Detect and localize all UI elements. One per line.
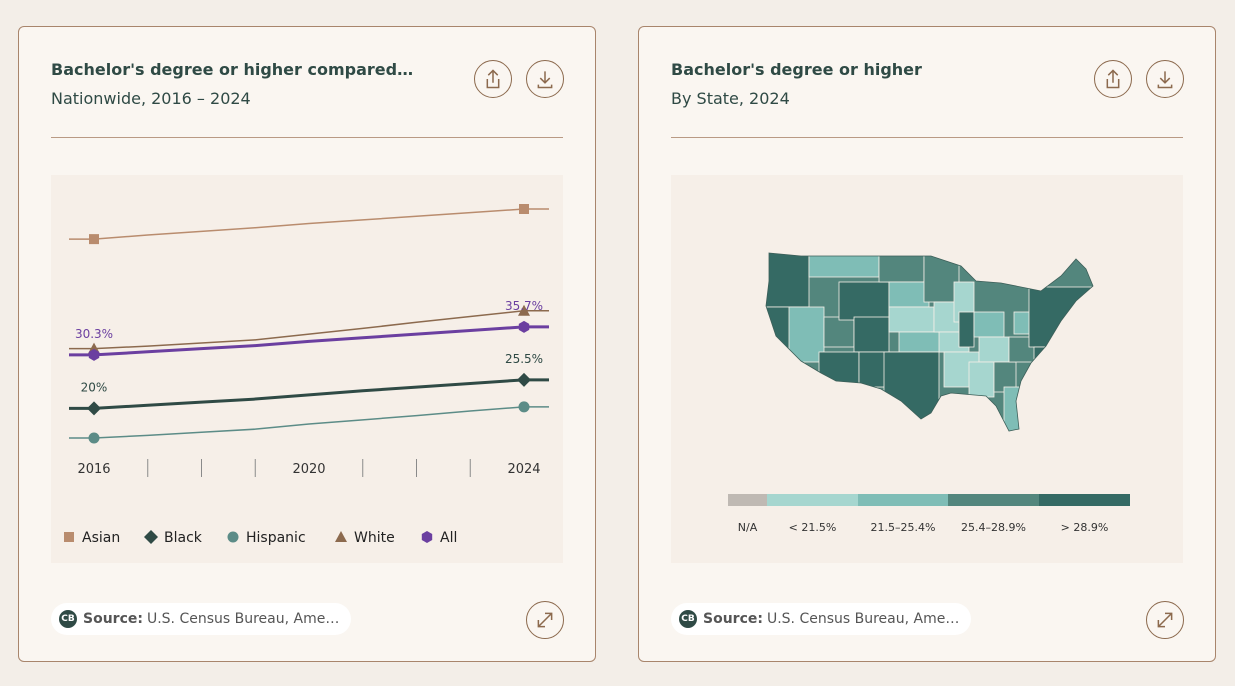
series-line	[93, 378, 525, 410]
card-subtitle: By State, 2024	[671, 89, 790, 108]
source-logo: CB	[59, 610, 77, 628]
legend-swatch	[767, 494, 858, 506]
data-label: 20%	[81, 380, 108, 394]
share-button[interactable]	[474, 60, 512, 98]
download-button[interactable]	[1146, 60, 1184, 98]
source-logo: CB	[679, 610, 697, 628]
legend-swatch	[728, 494, 767, 506]
point-marker	[88, 348, 100, 361]
legend-swatch	[948, 494, 1039, 506]
point-marker	[518, 304, 530, 316]
divider	[671, 137, 1183, 138]
share-button[interactable]	[1094, 60, 1132, 98]
line-chart: 2016 2020 2024 Asian 20% 25.5% Black Hispanic Wh…	[64, 204, 549, 546]
download-button[interactable]	[526, 60, 564, 98]
expand-button[interactable]	[1146, 601, 1184, 639]
card: Bachelor's degree or higher By State, 20…	[638, 26, 1216, 662]
point-marker	[89, 234, 99, 245]
legend-label: Black	[164, 530, 203, 546]
card: Bachelor's degree or higher compared… Na…	[18, 26, 596, 662]
legend-marker	[421, 531, 433, 543]
point-marker	[519, 204, 529, 214]
data-label: 35.7%	[505, 299, 543, 313]
legend-swatch	[858, 494, 948, 506]
source-text: U.S. Census Bureau, Ame…	[146, 611, 340, 627]
series-line	[93, 310, 525, 350]
legend-marker	[64, 532, 74, 542]
source-label: Source:	[83, 611, 143, 627]
x-tick-label: 2024	[507, 462, 540, 477]
x-tick-label: 2020	[292, 462, 325, 477]
point-marker	[518, 320, 530, 333]
expand-button[interactable]	[526, 601, 564, 639]
card-title: Bachelor's degree or higher	[671, 60, 922, 79]
source-pill[interactable]: CB Source: U.S. Census Bureau, Ame…	[671, 603, 971, 635]
legend-swatch	[1039, 494, 1130, 506]
legend-label: Hispanic	[246, 530, 306, 546]
divider	[51, 137, 563, 138]
series-line	[93, 208, 525, 240]
point-marker	[87, 401, 101, 416]
legend-marker	[227, 531, 239, 543]
data-label: 25.5%	[505, 352, 543, 366]
legend-label: 25.4–28.9%	[961, 521, 1026, 534]
legend-label: < 21.5%	[789, 521, 837, 534]
legend-label: 21.5–25.4%	[871, 521, 936, 534]
legend-label: Asian	[82, 530, 120, 546]
point-marker	[88, 432, 100, 444]
source-label: Source:	[703, 611, 763, 627]
map: N/A < 21.5% 21.5–25.4% 25.4–28.9% > 28.9%	[728, 252, 1130, 534]
card-subtitle: Nationwide, 2016 – 2024	[51, 89, 251, 108]
legend-label: All	[440, 530, 457, 546]
point-marker	[517, 372, 531, 387]
legend-label: > 28.9%	[1061, 521, 1109, 534]
legend-label: N/A	[738, 521, 758, 534]
series-line	[93, 406, 525, 439]
chart-panel	[51, 175, 563, 563]
legend-marker	[144, 530, 158, 544]
map-outline	[765, 252, 1094, 432]
x-tick-label: 2016	[77, 462, 110, 477]
source-text: U.S. Census Bureau, Ame…	[766, 611, 960, 627]
point-marker	[518, 401, 530, 413]
legend-marker	[335, 531, 347, 542]
data-label: 30.3%	[75, 327, 113, 341]
series-line	[93, 325, 525, 357]
card-title: Bachelor's degree or higher compared…	[51, 60, 414, 79]
legend-label: White	[354, 530, 395, 546]
source-pill[interactable]: CB Source: U.S. Census Bureau, Ame…	[51, 603, 351, 635]
